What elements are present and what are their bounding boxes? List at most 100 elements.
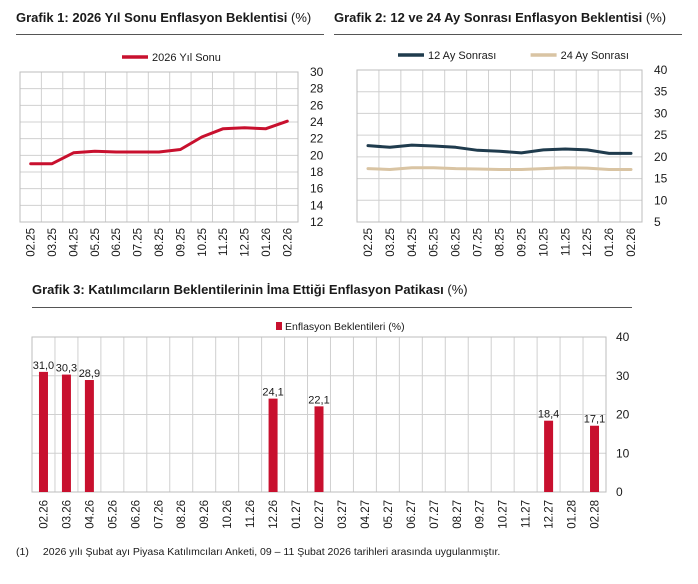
chart1-ytick-label: 30 <box>310 65 324 79</box>
chart2-series-line-0 <box>366 143 633 155</box>
chart1-xtick-label: 04.25 <box>68 228 80 257</box>
chart2-xtick-label: 11.25 <box>560 228 572 256</box>
chart3-xtick-label: 02.28 <box>590 500 602 529</box>
chart3-legend-label: Enflasyon Beklentileri (%) <box>285 321 405 333</box>
chart3-xtick-label: 11.26 <box>245 500 257 528</box>
chart3-ytick-label: 10 <box>616 446 630 460</box>
chart3-xtick-label: 05.26 <box>107 500 119 529</box>
chart2-xtick-label: 06.25 <box>451 228 463 257</box>
footnote: (1) 2026 yılı Şubat ayı Piyasa Katılımcı… <box>16 546 500 558</box>
chart2-title-unit: (%) <box>645 10 667 25</box>
chart3-ytick-label: 40 <box>616 330 630 344</box>
chart3-xtick-label: 02.27 <box>314 500 326 529</box>
chart1-xtick-label: 10.25 <box>197 228 209 257</box>
chart2-ytick-label: 20 <box>654 150 668 164</box>
chart3-xtick-label: 04.27 <box>360 500 372 529</box>
chart3-xtick-label: 12.27 <box>544 500 556 529</box>
chart2-ytick-label: 15 <box>654 172 668 186</box>
chart2-ytick-label: 40 <box>654 63 668 77</box>
chart2-title-rule <box>334 34 682 35</box>
chart3-xtick-label: 08.26 <box>176 500 188 529</box>
chart2-series-line-1 <box>366 166 633 171</box>
chart3-bar-label: 22,1 <box>308 394 329 406</box>
chart2-xtick-label: 02.25 <box>363 228 375 257</box>
chart1-ytick-label: 22 <box>310 132 324 146</box>
chart1-title: Grafik 1: 2026 Yıl Sonu Enflasyon Beklen… <box>16 10 311 25</box>
chart3-bar <box>61 374 71 492</box>
chart3-xtick-label: 07.26 <box>153 500 165 529</box>
chart3-ytick-label: 0 <box>616 485 623 499</box>
chart3-bar-label: 17,1 <box>584 414 605 426</box>
chart1-ytick-label: 18 <box>310 165 324 179</box>
chart3-ytick-label: 20 <box>616 408 630 422</box>
chart2-ytick-label: 30 <box>654 106 668 120</box>
chart1-xtick-label: 02.26 <box>282 228 294 257</box>
chart2-xtick-label: 04.25 <box>407 228 419 257</box>
chart3-ytick-label: 30 <box>616 369 630 383</box>
chart2-xtick-label: 01.26 <box>604 228 616 257</box>
chart3-bar-label: 18,4 <box>538 409 559 421</box>
chart2-xtick-label: 03.25 <box>385 228 397 257</box>
chart3-bar <box>314 406 324 492</box>
chart3-xtick-label: 10.27 <box>498 500 510 529</box>
chart1-title-rule <box>16 34 324 35</box>
chart3-bar <box>590 425 600 492</box>
chart3-title-text: Grafik 3: Katılımcıların Beklentilerinin… <box>32 282 444 297</box>
chart2-xtick-label: 02.26 <box>626 228 638 257</box>
chart1-xtick-label: 12.25 <box>240 228 252 257</box>
chart1-xtick-label: 07.25 <box>133 228 145 257</box>
chart1-ytick-label: 12 <box>310 215 324 229</box>
footnote-text: 2026 yılı Şubat ayı Piyasa Katılımcıları… <box>42 546 501 558</box>
chart3-xtick-label: 06.27 <box>406 500 418 529</box>
chart3-title: Grafik 3: Katılımcıların Beklentilerinin… <box>32 282 468 297</box>
chart1-xtick-label: 08.25 <box>154 228 166 257</box>
chart2-xtick-label: 07.25 <box>473 228 485 257</box>
chart2-xtick-label: 12.25 <box>582 228 594 257</box>
chart3-xtick-label: 03.26 <box>61 500 73 529</box>
chart1-ytick-label: 14 <box>310 198 324 212</box>
chart3-bar <box>544 420 554 492</box>
chart2-plot-frame <box>356 69 643 223</box>
chart3-xtick-label: 09.27 <box>475 500 487 529</box>
chart1-xtick-label: 02.25 <box>26 228 38 257</box>
chart2-ytick-label: 5 <box>654 215 661 229</box>
chart3-legend-swatch <box>276 322 282 330</box>
chart1-xtick-label: 11.25 <box>218 228 230 256</box>
chart2-legend-label-0: 12 Ay Sonrası <box>428 50 496 62</box>
chart1-ytick-label: 24 <box>310 115 324 129</box>
chart2-ytick-label: 10 <box>654 193 668 207</box>
chart3-xtick-label: 11.27 <box>521 500 533 528</box>
chart1-title-unit: (%) <box>291 10 312 25</box>
chart3-title-unit: (%) <box>447 282 468 297</box>
chart1-xtick-label: 09.25 <box>175 228 187 257</box>
chart3-xtick-label: 07.27 <box>429 500 441 529</box>
chart3-bar <box>84 380 94 492</box>
chart1-ytick-label: 16 <box>310 182 324 196</box>
chart3-bar <box>268 398 278 492</box>
chart1-ytick-label: 20 <box>310 148 324 162</box>
chart3-xtick-label: 01.28 <box>567 500 579 529</box>
chart1-title-text: Grafik 1: 2026 Yıl Sonu Enflasyon Beklen… <box>16 10 288 25</box>
chart1-legend-label-0: 2026 Yıl Sonu <box>152 52 221 64</box>
chart3-xtick-label: 05.27 <box>383 500 395 529</box>
chart3-xtick-label: 02.26 <box>38 500 50 529</box>
chart2-xtick-label: 10.25 <box>538 228 550 257</box>
chart3-xtick-label: 08.27 <box>452 500 464 529</box>
chart2-ytick-label: 35 <box>654 85 668 99</box>
chart1-xtick-label: 01.26 <box>261 228 273 257</box>
chart3-bar-label: 24,1 <box>262 387 283 399</box>
chart3-bar-label: 31,0 <box>33 360 54 372</box>
chart3-bar <box>38 371 48 492</box>
footnote-number: (1) <box>16 546 29 558</box>
chart1-ytick-label: 28 <box>310 82 324 96</box>
chart3-title-rule <box>32 307 632 308</box>
chart2-title-text: Grafik 2: 12 ve 24 Ay Sonrası Enflasyon … <box>334 10 643 25</box>
chart2-xtick-label: 08.25 <box>495 228 507 257</box>
chart2-xtick-label: 05.25 <box>429 228 441 257</box>
chart2-ytick-label: 25 <box>654 128 668 142</box>
chart1-xtick-label: 05.25 <box>90 228 102 257</box>
chart1-xtick-label: 06.25 <box>111 228 123 257</box>
chart3-xtick-label: 12.26 <box>268 500 280 529</box>
